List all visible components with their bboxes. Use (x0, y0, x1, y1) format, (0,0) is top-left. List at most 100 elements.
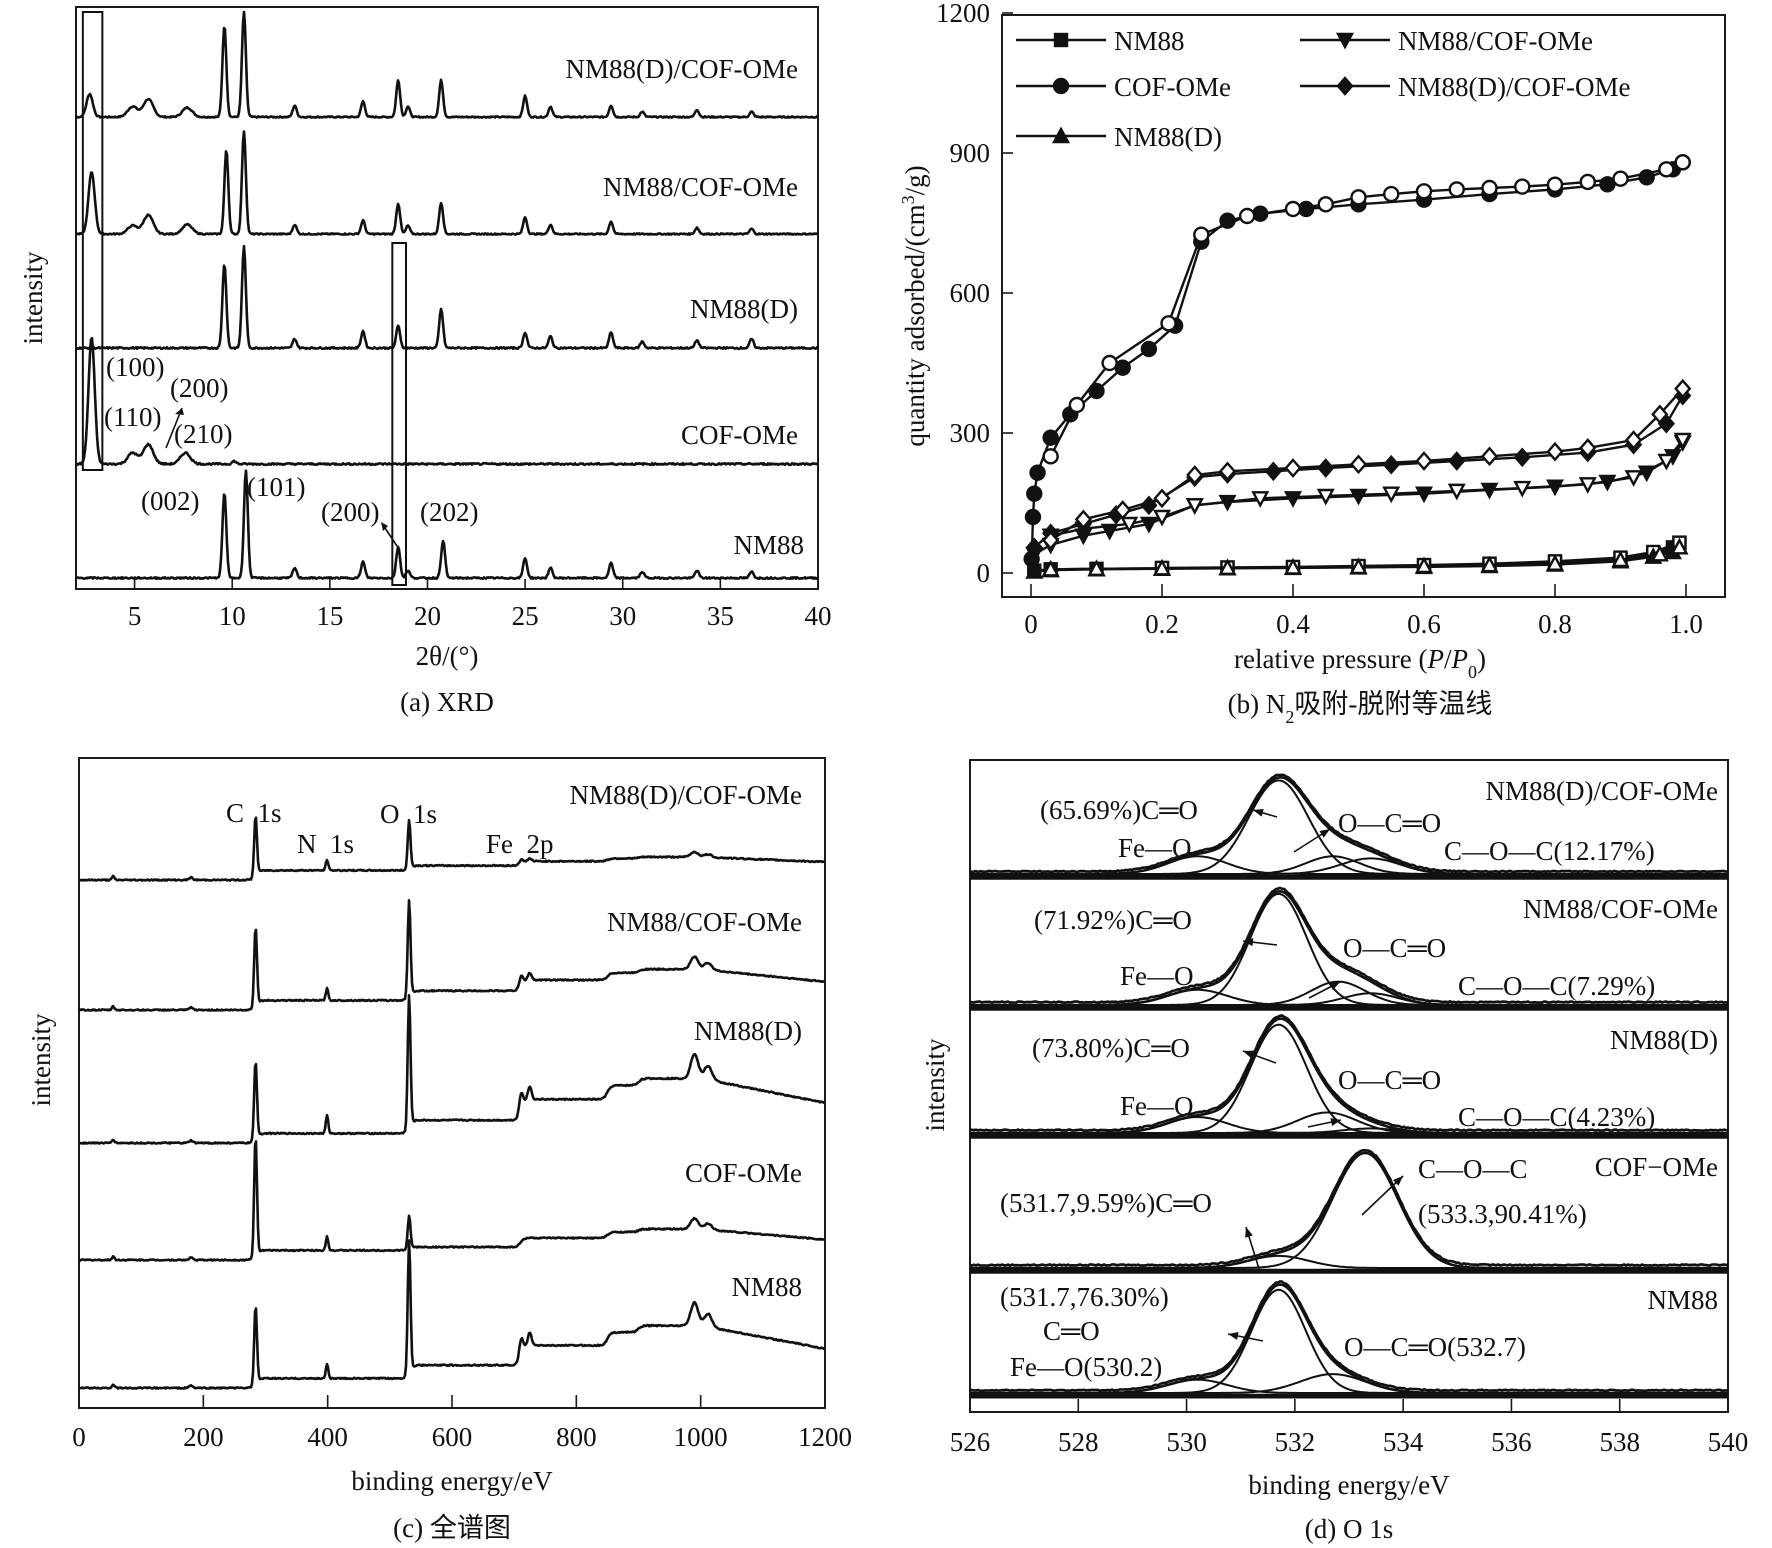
isotherm-point-desorption (1578, 477, 1597, 494)
isotherm-point-desorption (1546, 176, 1564, 193)
survey-x-tick-label: 200 (183, 1422, 224, 1452)
isotherm-point-adsorption (1140, 495, 1158, 516)
isotherm-axes-frame (1001, 14, 1726, 598)
survey-caption: (c) 全谱图 (393, 1513, 511, 1543)
o1s-ann-3-1: C—O—C (1418, 1154, 1528, 1184)
o1s-subpanel-COF−OMe (969, 1148, 1729, 1272)
isotherm-point-adsorption (1637, 465, 1656, 483)
o1s-ann-0-2: O—C═O (1338, 808, 1441, 838)
o1s-ann-2-1: Fe—O (1120, 1091, 1194, 1121)
x-label-sub: 0 (1468, 662, 1477, 682)
survey-ticks: 0 200 400 600 800 1000 1200 (72, 1395, 852, 1452)
isotherm-point-adsorption (1283, 491, 1303, 508)
isotherm-point-adsorption (1025, 562, 1044, 579)
isotherm-point-desorption (1284, 200, 1302, 218)
y-label-sup: 3 (898, 195, 918, 204)
o1s-labels: NM88(D)/COF-OMe (65.69%)C═O Fe—O O—C═O C… (1000, 776, 1718, 1382)
xrd-x-tick-label: 5 (128, 601, 142, 631)
xrd-ann-100: (100) (106, 352, 164, 382)
survey-traces (78, 816, 826, 1390)
o1s-ann-1-2: O—C═O (1343, 933, 1446, 963)
isotherm-y-tick-label: 0 (977, 558, 991, 588)
isotherm-point-desorption (1349, 454, 1368, 475)
o1s-x-tick-label: 528 (1058, 1427, 1099, 1457)
xrd-x-tick-label: 10 (219, 601, 246, 631)
xrd-x-tick-label: 35 (707, 601, 734, 631)
o1s-fit-envelope (970, 1017, 1728, 1135)
isotherm-point-desorption (1514, 178, 1531, 195)
o1s-ann-0-1: Fe—O (1118, 833, 1192, 863)
isotherm-point-adsorption (1599, 176, 1616, 193)
survey-y-label: intensity (26, 1013, 56, 1106)
survey-x-tick-label: 600 (432, 1422, 473, 1452)
survey-trace-NM88 (78, 1239, 826, 1390)
o1s-x-tick-label: 534 (1383, 1427, 1424, 1457)
isotherm-point-desorption (1625, 430, 1643, 450)
isotherm-y-label: quantity adsorbed/(cm3/g) (898, 165, 930, 446)
arrowhead (1330, 1118, 1341, 1126)
isotherm-point-desorption (1350, 189, 1367, 206)
x-label-post: ) (1477, 644, 1486, 674)
x-label-p0: P (1450, 644, 1468, 674)
isotherm-point-desorption (1448, 181, 1465, 198)
o1s-ticks: 526 528 530 532 534 536 538 540 (950, 1395, 1748, 1457)
o1s-ann-3-2: (533.3,90.41%) (1418, 1199, 1587, 1229)
xrd-x-tick-label: 30 (609, 601, 636, 631)
isotherm-point-desorption (1152, 558, 1172, 576)
isotherm-caption: (b) N2吸附-脱附等温线 (1228, 689, 1493, 727)
x-label-pre: relative pressure ( (1234, 644, 1427, 674)
isotherm-point-adsorption (1382, 454, 1400, 475)
legend-item: NM88/COF-OMe (1300, 26, 1593, 56)
isotherm-point-desorption (1185, 498, 1204, 515)
xrd-series-labels: NM88(D)/COF-OMe NM88/COF-OMe NM88(D) COF… (566, 54, 805, 560)
panel-o1s: 526 528 530 532 534 536 538 540 NM88(D)/COF-OMe… (920, 759, 1748, 1544)
isotherm-point-desorption (1674, 154, 1691, 171)
arrowhead (1228, 1332, 1239, 1340)
isotherm-x-tick-label: 0.8 (1538, 609, 1572, 639)
isotherm-y-tick-label: 300 (950, 418, 991, 448)
survey-x-tick-label: 0 (72, 1422, 86, 1452)
isotherm-point-desorption (1186, 465, 1204, 485)
peak-label-n1s: N 1s (297, 829, 354, 859)
legend-label: NM88(D) (1114, 122, 1222, 152)
o1s-fit-envelope (970, 890, 1728, 1007)
isotherm-point-desorption (1283, 557, 1303, 575)
xrd-ann-200-cof: (200) (170, 373, 228, 403)
o1s-annotation-arrows (1227, 808, 1404, 1342)
isotherm-point-adsorption (1114, 359, 1131, 376)
caption-post: 吸附-脱附等温线 (1294, 689, 1492, 719)
isotherm-point-desorption (1316, 488, 1335, 506)
isotherm-point-adsorption (1026, 485, 1043, 502)
arrowhead (381, 522, 388, 531)
o1s-ann-4-3: Fe—O(530.2) (1010, 1352, 1162, 1382)
isotherm-series-NM88/COF-OMe (1025, 432, 1692, 564)
xrd-trace-NM88/COF-OMe (75, 130, 819, 236)
isotherm-point-adsorption (1088, 382, 1105, 400)
legend-marker-square (1053, 32, 1069, 48)
y-label-post: /g) (900, 165, 930, 195)
isotherm-point-adsorption (1448, 451, 1466, 471)
legend-marker-triangle-up (1051, 126, 1071, 144)
xrd-label-2: NM88(D) (690, 294, 798, 324)
xrd-trace-COF-OMe (75, 336, 819, 467)
o1s-x-tick-label: 536 (1491, 1427, 1532, 1457)
isotherm-ticks: 0 0.2 0.4 0.6 0.8 1.0 0 300 600 900 1200 (936, 0, 1703, 639)
isotherm-point-desorption (1481, 179, 1498, 197)
isotherm-point-desorption (1317, 196, 1334, 213)
xrd-ann-202: (202) (420, 497, 478, 527)
isotherm-point-desorption (1414, 556, 1434, 574)
arrowhead (1329, 982, 1340, 991)
legend-marker-circle (1052, 77, 1070, 95)
legend-label: NM88(D)/COF-OMe (1398, 72, 1631, 102)
legend-item: NM88(D) (1016, 122, 1222, 152)
legend-label: NM88/COF-OMe (1398, 26, 1593, 56)
xrd-x-ticks: 5 10 15 20 25 30 35 40 (128, 579, 832, 631)
o1s-fit-envelope (970, 776, 1728, 876)
survey-label-2: NM88(D) (694, 1016, 802, 1046)
isotherm-series-COF-OMe (1023, 154, 1691, 568)
xrd-label-1: NM88/COF-OMe (603, 172, 798, 202)
isotherm-point-desorption (1153, 488, 1171, 509)
isotherm-point-desorption (1546, 441, 1564, 462)
legend-label: NM88 (1114, 26, 1185, 56)
isotherm-point-desorption (1624, 470, 1643, 487)
